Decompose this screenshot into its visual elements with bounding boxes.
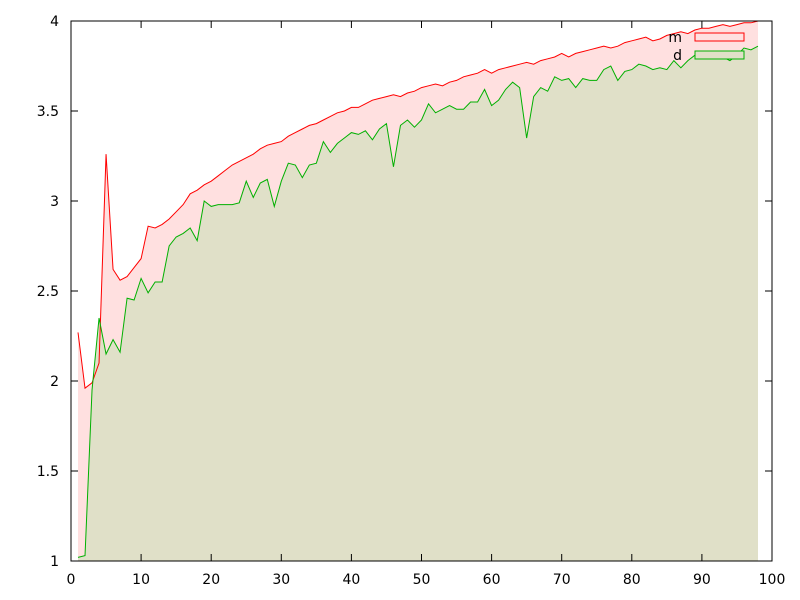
legend-label-d: d bbox=[673, 48, 682, 64]
x-tick-label: 20 bbox=[202, 572, 220, 588]
series-line-d bbox=[77, 45, 759, 558]
x-tick-labels: 0 10 20 30 40 50 60 70 80 90 100 bbox=[67, 572, 786, 588]
x-tick-label: 70 bbox=[553, 572, 571, 588]
series-fills bbox=[78, 21, 758, 561]
series-area-d bbox=[78, 46, 758, 561]
x-tick-label: 80 bbox=[623, 572, 641, 588]
x-tick-label: 0 bbox=[67, 572, 76, 588]
series-lines bbox=[77, 20, 759, 558]
y-tick-labels: 1 1.5 2 2.5 3 3.5 4 bbox=[37, 14, 59, 570]
y-tick-label: 4 bbox=[50, 14, 59, 30]
y-tick-label: 2 bbox=[50, 374, 59, 390]
x-tick-label: 50 bbox=[413, 572, 431, 588]
y-tick-label: 2.5 bbox=[37, 284, 59, 300]
series-line-m bbox=[77, 20, 759, 390]
x-tick-label: 90 bbox=[693, 572, 711, 588]
legend-swatch-m bbox=[694, 32, 745, 42]
x-tick-label: 10 bbox=[132, 572, 150, 588]
x-tick-label: 60 bbox=[483, 572, 501, 588]
y-tick-label: 1.5 bbox=[37, 464, 59, 480]
y-tick-label: 3.5 bbox=[37, 104, 59, 120]
y-tick-label: 1 bbox=[50, 554, 59, 570]
legend-label-m: m bbox=[668, 30, 682, 46]
axis-ticks bbox=[70, 20, 773, 562]
legend-swatch-d bbox=[694, 50, 745, 60]
x-tick-label: 40 bbox=[342, 572, 360, 588]
y-tick-label: 3 bbox=[50, 194, 59, 210]
legend: md bbox=[668, 30, 745, 64]
x-tick-label: 100 bbox=[759, 572, 786, 588]
x-tick-label: 30 bbox=[272, 572, 290, 588]
